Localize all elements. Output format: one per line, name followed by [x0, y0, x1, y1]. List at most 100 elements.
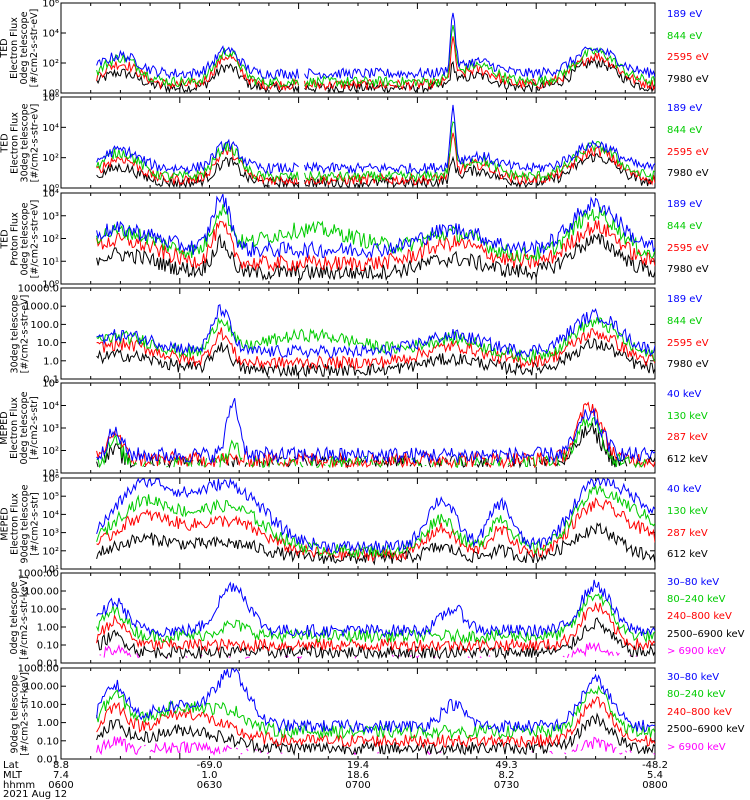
panel-5: 10¹ 10² 10³ 10⁴ 10⁵ [42, 379, 656, 480]
x-axis-row-label: MLT [3, 770, 22, 781]
y-tick-label: 10⁶ [42, 474, 59, 485]
y-axis-label-line: [#/cm2-s-str] [29, 491, 40, 556]
series-trace [96, 104, 655, 175]
y-tick-label: 10⁴ [42, 123, 59, 134]
series-trace [96, 337, 655, 378]
legend-item: 7980 eV [667, 168, 709, 180]
legend-item: 844 eV [667, 220, 703, 232]
y-tick-label: 10¹ [42, 565, 59, 576]
panel-1: 10⁰ 10² 10⁴ 10⁶ [42, 0, 656, 100]
legend-item: 844 eV [667, 315, 703, 327]
legend-item: 189 eV [667, 199, 703, 210]
y-tick-label: 10000.0 [18, 284, 59, 295]
y-tick-label: 100.00 [24, 587, 59, 598]
y-axis-label-line: [#/cm2-s-str-eV] [29, 8, 40, 88]
series-trace [96, 204, 655, 263]
x-tick-label: 7.4 [53, 770, 69, 781]
legend-item: 2500–6900 keV [667, 628, 745, 640]
y-tick-label: 0.01 [37, 755, 59, 766]
series-trace [96, 685, 655, 740]
y-tick-label: 10¹ [42, 469, 59, 480]
legend-item: 2595 eV [667, 52, 709, 63]
y-tick-label: 1.00 [37, 718, 59, 729]
legend-item: 7980 eV [667, 359, 709, 371]
y-axis-label: TED Proton Flux 0deg telescope [#/cm2-s-str… [0, 190, 40, 287]
y-axis-label-line: Electron Flux [9, 492, 20, 555]
y-tick-label: 10⁴ [42, 189, 59, 200]
x-tick-label: -48.2 [642, 760, 668, 771]
y-axis-label-line: 30deg telescope [9, 294, 20, 373]
y-axis-label-line: 90deg telescope [19, 484, 30, 563]
y-tick-label: 10⁵ [42, 379, 59, 390]
y-tick-label: 1.00 [37, 623, 59, 634]
series-trace [96, 398, 655, 465]
y-tick-label: 1.0 [43, 356, 59, 367]
x-tick-label: 19.4 [346, 760, 370, 771]
legend-item: 2595 eV [667, 242, 709, 254]
y-axis-label-line: Electron Flux [9, 111, 20, 174]
y-tick-label: 10⁴ [42, 510, 59, 521]
series-trace [96, 497, 655, 563]
y-tick-label: 10.00 [30, 700, 59, 711]
y-axis-label-line: 90deg telescope [9, 674, 20, 753]
y-axis-label-line: [#/cm2-s-str-eV] [29, 103, 40, 182]
legend-item: 612 keV [667, 453, 708, 465]
x-tick-label: -69.0 [196, 760, 223, 771]
legend-item: 80–240 keV [667, 594, 726, 606]
x-tick-label: 49.3 [495, 760, 518, 771]
series-trace [96, 668, 655, 734]
legend-item: 189 eV [667, 9, 703, 20]
y-tick-label: 10² [42, 234, 59, 245]
y-axis-label-line: MEPED [0, 506, 10, 541]
series-trace [96, 484, 655, 559]
legend-item: 30–80 keV [667, 577, 720, 588]
legend-item: 7980 eV [667, 264, 709, 276]
legend-item: 844 eV [667, 124, 703, 136]
legend-item: 80–240 keV [667, 689, 726, 701]
legend: 189 eV 844 eV 2595 eV 7980 eV [667, 194, 709, 285]
panel-6: 10¹ 10² 10³ 10⁴ 10⁵ 10⁶ [42, 474, 656, 576]
legend-item: 30–80 keV [667, 672, 720, 683]
legend-item: > 6900 keV [667, 645, 726, 657]
series-trace [96, 152, 655, 188]
y-tick-label: 10² [42, 153, 59, 164]
series-trace [96, 617, 655, 661]
x-tick-label: 5.4 [647, 770, 663, 781]
date-label: 2021 Aug 12 [3, 789, 68, 800]
y-tick-label: 10¹ [42, 257, 59, 268]
x-tick-label: 0630 [196, 780, 223, 791]
legend: 189 eV 844 eV 2595 eV 7980 eV [667, 289, 709, 380]
y-tick-label: 10³ [42, 424, 59, 435]
series-trace [96, 736, 655, 756]
y-tick-label: 10⁰ [42, 184, 59, 195]
series-trace [96, 25, 655, 88]
x-tick-label: 8.2 [498, 770, 515, 781]
y-axis-label: MEPED Electron Flux 90deg telescope [#/cm2-… [0, 475, 40, 572]
legend-item: 7980 eV [667, 73, 709, 85]
y-tick-label: 1000.00 [18, 569, 59, 580]
series-trace [96, 56, 655, 93]
y-tick-label: 0.01 [37, 659, 59, 670]
legend: 189 eV 844 eV 2595 eV 7980 eV [667, 4, 709, 94]
y-tick-label: 10⁰ [42, 280, 59, 291]
series-trace [100, 643, 652, 659]
x-tick-label: 1.0 [201, 770, 218, 781]
x-tick-label: 0800 [642, 780, 668, 791]
series-trace [96, 36, 655, 92]
y-tick-label: 10⁴ [42, 401, 59, 412]
legend-item: 40 keV [667, 389, 702, 400]
y-axis-label: 90deg telescope [#/cm2-s-str-keV] [9, 665, 30, 762]
y-axis-label-line: [#/cm2-s-str-eV] [19, 294, 30, 373]
y-tick-label: 10² [42, 546, 59, 557]
legend-item: 130 keV [667, 410, 708, 422]
legend-item: 2500–6900 keV [667, 724, 745, 736]
y-tick-label: 10³ [42, 211, 59, 222]
legend: 30–80 keV 80–240 keV 240–800 keV 2500–6900 … [667, 669, 745, 760]
series-trace [96, 233, 655, 282]
series-trace [96, 220, 655, 273]
y-tick-label: 100.0 [30, 320, 59, 331]
series-trace [96, 304, 655, 359]
y-axis-label-line: [#/cm2-s-str] [29, 396, 40, 460]
y-axis-label: 0deg telescope [#/cm2-s-str-keV] [9, 570, 30, 666]
